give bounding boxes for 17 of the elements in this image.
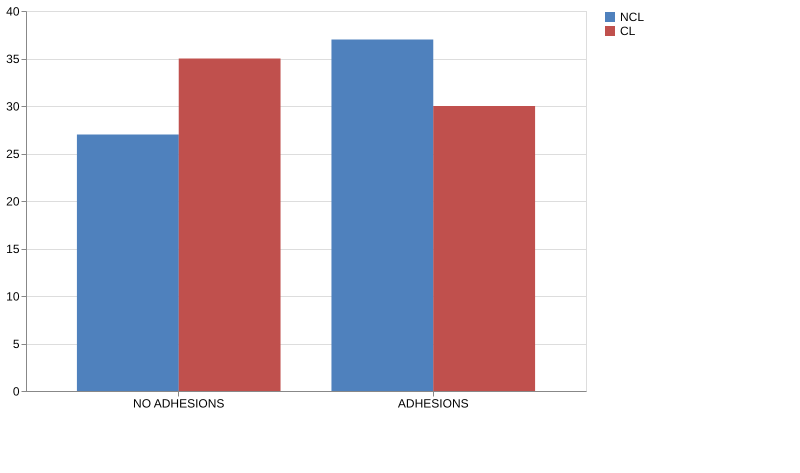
- bar: [76, 134, 179, 391]
- bar: [178, 58, 281, 391]
- legend-label: CL: [620, 24, 636, 38]
- y-tick-label: 40: [6, 4, 20, 18]
- y-tick-label: 25: [6, 147, 20, 161]
- x-tick-label: ADHESIONS: [398, 396, 469, 410]
- y-tick-label: 0: [12, 384, 20, 398]
- y-tick-label: 20: [6, 194, 20, 208]
- bar: [433, 106, 536, 391]
- bar: [331, 40, 434, 391]
- y-tick-label: 35: [6, 52, 20, 66]
- x-tick-label: NO ADHESIONS: [133, 396, 224, 410]
- legend-label: NCL: [620, 10, 644, 24]
- y-tick-label: 10: [6, 290, 20, 304]
- y-tick-label: 5: [12, 337, 20, 351]
- y-tick-label: 15: [6, 242, 20, 256]
- y-tick-label: 30: [6, 100, 20, 114]
